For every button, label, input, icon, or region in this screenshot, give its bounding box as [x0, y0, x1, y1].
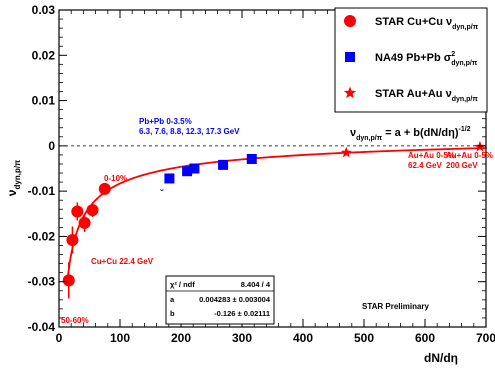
- y-axis-title-main: ν: [5, 189, 19, 196]
- y-tick-label: 0.01: [32, 94, 56, 108]
- legend-marker-square: [345, 52, 355, 62]
- legend-label-main: NA49 Pb+Pb σ: [375, 52, 452, 64]
- data-point-square: [189, 163, 200, 174]
- fit-stats-label: a: [170, 295, 175, 304]
- annotation-pbpb-energies: 6.3, 7.6, 8.8, 12.3, 17.3 GeV: [139, 127, 240, 136]
- annotation-auau62-line1: Au+Au 0-5%: [408, 151, 455, 160]
- legend-marker-circle: [344, 15, 356, 27]
- x-tick-label: 600: [415, 331, 435, 345]
- legend-label-main: STAR Au+Au ν: [375, 88, 452, 100]
- legend-label-sup: 2: [451, 51, 455, 58]
- legend-label-main: STAR Cu+Cu ν: [375, 16, 452, 28]
- legend-label: NA49 Pb+Pb σ2 dyn,p/π: [375, 51, 478, 67]
- annotation-auau200-line1: Au+Au 0-5%: [446, 151, 493, 160]
- annotation-pbpb-title: Pb+Pb 0-3.5%: [139, 117, 192, 126]
- annotation-pbpb-marker: ˇ: [160, 189, 164, 200]
- fit-formula-main: ν: [350, 127, 356, 139]
- fit-stats-value: 0.004283 ± 0.003004: [199, 295, 271, 304]
- data-point-circle: [71, 205, 84, 218]
- plot-frame: [58, 9, 487, 328]
- y-tick-label: 0.03: [32, 3, 56, 17]
- annotation-auau200-line2: 200 GeV: [446, 161, 478, 170]
- annotation-preliminary: STAR Preliminary: [362, 302, 430, 311]
- data-point-square: [246, 153, 257, 164]
- fit-stats-rows: χ² / ndf 8.404 / 4 a 0.004283 ± 0.003004 b -0…: [170, 280, 271, 318]
- annotation-cucu-energy: Cu+Cu 22.4 GeV: [91, 257, 154, 266]
- fit-stats-frame: [165, 275, 275, 325]
- fit-formula: νdyn,p/π = a + b(dN/dη)-1/2: [350, 126, 471, 142]
- fit-formula-sub: dyn,p/π: [356, 135, 383, 142]
- fit-stats-box: χ² / ndf 8.404 / 4 a 0.004283 ± 0.003004 b -0…: [165, 275, 275, 325]
- legend-label-sub: dyn,p/π: [451, 60, 478, 67]
- x-axis-title: dN/dη: [424, 351, 458, 365]
- data-point-circle: [62, 274, 75, 287]
- annotations: Pb+Pb 0-3.5% 6.3, 7.6, 8.8, 12.3, 17.3 G…: [61, 117, 493, 325]
- x-tick-label: 200: [171, 331, 191, 345]
- fit-stats-label: χ² / ndf: [170, 280, 195, 289]
- x-tick-label: 300: [232, 331, 252, 345]
- data-point-square: [164, 173, 175, 184]
- legend-marker-star: [343, 86, 357, 99]
- data-point-circle: [98, 182, 111, 195]
- fit-stats-label: b: [170, 309, 175, 318]
- y-tick-label: 0: [48, 139, 55, 153]
- legend-box: [334, 7, 488, 113]
- x-tick-label: 700: [476, 331, 495, 345]
- y-tick-label: -0.01: [28, 184, 56, 198]
- y-axis-title-sub: dyn,p/π: [13, 160, 22, 190]
- svg-text:νdyn,p/π: νdyn,p/π: [5, 160, 22, 196]
- fit-formula-sup: -1/2: [459, 126, 471, 133]
- y-tick-label: 0.02: [32, 48, 56, 62]
- x-tick-label: 100: [110, 331, 130, 345]
- annotation-cucu-peripheral: 50-60%: [61, 316, 89, 325]
- y-tick-label: -0.04: [28, 320, 56, 334]
- annotation-auau62-line2: 62.4 GeV: [408, 161, 442, 170]
- legend-label-sub: dyn,p/π: [452, 24, 479, 31]
- y-axis-title: νdyn,p/π: [5, 160, 22, 196]
- data-point-circle: [78, 216, 91, 229]
- data-point-circle: [66, 234, 79, 247]
- data-point-circle: [86, 204, 99, 217]
- legend-label: STAR Cu+Cu νdyn,p/π: [375, 16, 479, 31]
- fit-stats-value: -0.126 ± 0.02111: [214, 309, 270, 318]
- data-point-star: [340, 146, 352, 158]
- fit-stats-value: 8.404 / 4: [241, 280, 271, 289]
- fit-curve: [66, 147, 487, 280]
- y-tick-label: -0.02: [28, 229, 56, 243]
- legend-label: STAR Au+Au νdyn,p/π: [375, 88, 478, 103]
- annotation-cucu-central: 0-10%: [104, 174, 127, 183]
- y-tick-label: -0.03: [28, 275, 56, 289]
- data-points-layer: [62, 140, 486, 299]
- x-tick-label: 500: [354, 331, 374, 345]
- legend-label-sub: dyn,p/π: [452, 96, 479, 103]
- x-tick-label: 400: [293, 331, 313, 345]
- axes-layer: 0 100 200 300 400 500 600 700 -0.04 -0.03 -0.02 -0.…: [28, 3, 495, 345]
- x-tick-label: 0: [56, 331, 63, 345]
- data-point-square: [218, 159, 229, 170]
- fit-layer: [66, 147, 487, 280]
- data-point-square: [182, 166, 193, 177]
- fit-formula-rest: = a + b(dN/dη): [382, 127, 459, 139]
